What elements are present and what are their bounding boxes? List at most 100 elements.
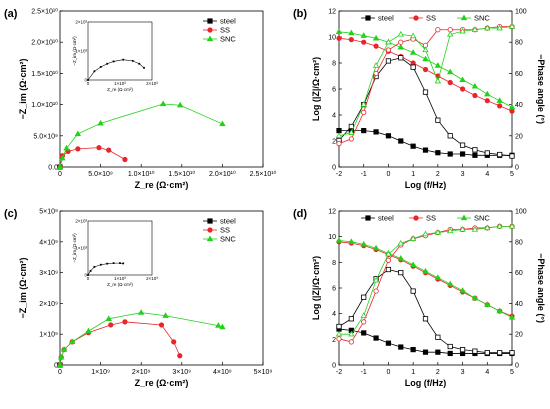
y-right-tick-label: 40: [515, 102, 523, 109]
y-right-tick-label: 20: [515, 332, 523, 339]
panel-1-legend-label-steel: steel: [378, 14, 394, 23]
y-tick-label: 0.0: [48, 165, 58, 172]
modulus-point-SNC: [471, 294, 479, 301]
modulus-point-steel: [398, 138, 404, 144]
panel-0-legend-marker-steel: [207, 18, 213, 24]
y-axis-label: −Z_im (Ω·cm²): [18, 59, 28, 120]
y-tick-label: 10: [328, 35, 336, 42]
modulus-point-SNC: [397, 43, 405, 50]
phase-point-SNC: [335, 132, 343, 138]
modulus-point-SNC: [409, 261, 417, 268]
data-point-SNC: [57, 353, 65, 360]
inset-frame: [87, 220, 153, 276]
x-tick-label: 3×10⁹: [172, 369, 191, 376]
y-tick-label: 0: [54, 363, 58, 370]
phase-point-steel: [447, 133, 453, 139]
data-point-SNC: [85, 327, 92, 334]
y-right-axis-label: −Phase angle (°): [536, 54, 546, 124]
modulus-point-SS: [336, 35, 342, 41]
modulus-point-SS: [497, 103, 503, 109]
y-right-tick-label: 100: [515, 9, 527, 16]
modulus-point-steel: [398, 344, 404, 350]
y-tick-label: 2: [332, 139, 336, 146]
inset-y-tick-label: 0: [84, 273, 87, 278]
phase-point-steel: [509, 350, 515, 356]
y-tick-label: 5×10⁹: [39, 209, 58, 216]
phase-point-SS: [336, 141, 342, 147]
inset-data-point-steel: [99, 66, 102, 68]
modulus-point-SS: [348, 36, 354, 43]
inset-data-point-steel: [99, 263, 102, 266]
x-axis-label: Log (f/Hz): [405, 378, 446, 388]
x-tick-label: 1.0×10¹⁰: [128, 170, 155, 178]
phase-point-steel: [385, 266, 392, 273]
phase-point-SNC: [434, 77, 442, 84]
y-tick-label: 2.0×10¹⁰: [31, 39, 58, 47]
data-point-SS: [108, 322, 114, 328]
phase-point-steel: [361, 294, 367, 300]
data-point-SNC: [56, 163, 64, 170]
inset-data-point-steel: [112, 60, 115, 63]
phase-point-SNC: [446, 227, 454, 234]
modulus-point-SNC: [348, 238, 355, 244]
inset-x-axis-label: Z_re (Ω·cm²): [107, 87, 133, 92]
panel-2-legend-marker-SNC: [206, 235, 214, 242]
y-tick-label: 1×10⁹: [39, 332, 58, 339]
modulus-point-SS: [509, 108, 515, 114]
inset-y-tick-label: 2×10³: [75, 20, 87, 25]
x-tick-label: 3: [461, 369, 465, 376]
modulus-point-steel: [459, 151, 466, 157]
y-axis-label: −Z_im (Ω·cm²): [18, 258, 28, 319]
phase-point-steel: [336, 323, 342, 330]
inset-x-tick-label: 2×10³: [146, 81, 158, 86]
data-point-SS: [171, 339, 177, 345]
inset-y-tick-label: 2×10³: [75, 219, 87, 224]
y-right-tick-label: 60: [515, 270, 523, 277]
modulus-point-steel: [422, 147, 429, 153]
modulus-point-SNC: [422, 55, 429, 62]
x-tick-label: 5: [510, 171, 514, 178]
inset-data-point-steel: [106, 62, 109, 65]
modulus-point-SS: [361, 39, 367, 45]
panel-0-legend-marker-SS: [207, 27, 213, 33]
inset-data-point-steel: [122, 262, 125, 265]
phase-point-steel: [398, 269, 404, 276]
inset-data-point-steel: [143, 66, 145, 69]
panel-2: 0 1×10⁹ 2×10⁹ 3×10⁹ 4×10⁹ 5×10⁹ 0 1×10⁹ 2×10⁹ 3×1…: [4, 208, 272, 388]
data-point-SNC: [159, 100, 167, 107]
modulus-point-SNC: [434, 62, 442, 68]
panel-0: 0 5.0×10⁹ 1.0×10¹⁰ 1.5×10¹⁰ 2.0×10¹⁰ 2.5×10¹⁰…: [4, 8, 277, 191]
x-tick-label: 5.0×10⁹: [88, 171, 113, 178]
modulus-point-SNC: [484, 301, 491, 307]
x-axis-label: Z_re (Ω·cm²): [135, 378, 189, 388]
modulus-point-steel: [447, 151, 453, 157]
panel-3-legend-marker-SNC: [460, 214, 468, 221]
modulus-point-SNC: [446, 280, 454, 287]
modulus-point-SNC: [422, 267, 429, 274]
x-tick-label: -2: [336, 369, 342, 376]
panel-label: (c): [4, 208, 18, 220]
phase-point-steel: [484, 350, 490, 356]
inset-data-point-steel: [122, 58, 125, 61]
phase-point-SS: [373, 288, 379, 294]
inset-x-tick-label: 0: [87, 276, 90, 281]
panel-3-legend-marker-SS: [413, 215, 419, 221]
y-tick-label: 2: [332, 337, 336, 344]
x-tick-label: 0: [386, 171, 390, 178]
inset-y-tick-label: 0: [84, 78, 87, 83]
inset-data-point-steel: [87, 79, 89, 81]
phase-point-SNC: [422, 46, 429, 53]
inset-x-axis-label: Z_re (Ω·cm²): [107, 282, 133, 287]
y-tick-label: 10: [328, 234, 336, 241]
data-point-SNC: [215, 322, 222, 328]
modulus-point-SNC: [496, 97, 503, 103]
x-tick-label: -2: [336, 171, 342, 178]
modulus-point-SNC: [409, 49, 417, 55]
phase-point-SNC: [484, 224, 491, 231]
inset-data-point-steel: [138, 62, 141, 65]
phase-point-steel: [497, 151, 503, 158]
inset-x-tick-label: 1×10³: [114, 81, 126, 86]
modulus-point-SNC: [459, 287, 466, 293]
